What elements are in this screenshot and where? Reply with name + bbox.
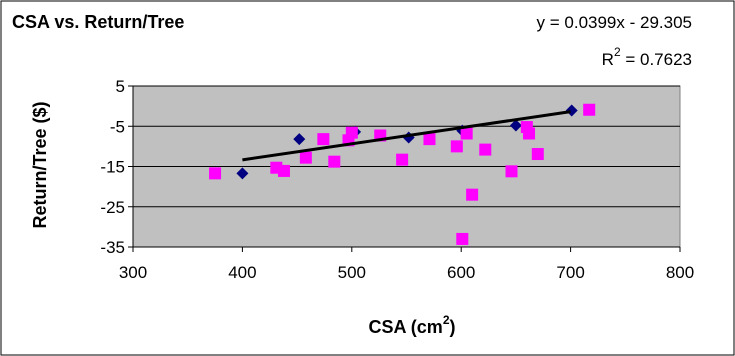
square-marker [479, 143, 492, 156]
x-axis-label-main: CSA (cm [368, 317, 442, 337]
data-markers [209, 103, 596, 245]
x-axis-ticks: 300 400 500 600 700 800 [119, 246, 694, 282]
square-marker [531, 148, 544, 161]
square-marker [520, 121, 533, 134]
square-marker [317, 133, 330, 146]
y-tick-label: -35 [100, 238, 125, 257]
diamond-marker [565, 104, 578, 117]
x-tick-label: 300 [119, 263, 147, 282]
x-tick-label: 700 [556, 263, 584, 282]
x-tick-label: 600 [447, 263, 475, 282]
square-marker [505, 165, 518, 178]
diamond-marker [509, 119, 522, 132]
square-marker [456, 232, 469, 245]
square-marker [396, 153, 409, 166]
x-tick-label: 800 [666, 263, 694, 282]
diamond-marker [236, 167, 249, 180]
square-marker [450, 140, 463, 153]
y-tick-label: -15 [100, 158, 125, 177]
trendline-equation: y = 0.0399x - 29.305 [537, 13, 692, 32]
r-squared-value: = 0.7623 [621, 50, 692, 69]
r-squared-superscript: 2 [614, 45, 621, 59]
r-squared-label: R2 = 0.7623 [602, 45, 692, 69]
diamond-marker [293, 133, 306, 146]
trendline [242, 110, 571, 162]
square-marker [299, 151, 312, 164]
square-marker [523, 127, 536, 140]
square-marker [328, 155, 341, 168]
square-marker [345, 126, 358, 139]
square-marker [209, 167, 222, 180]
x-axis-label-end: ) [450, 317, 456, 337]
square-marker [277, 164, 290, 177]
square-marker [460, 127, 473, 140]
x-tick-label: 500 [338, 263, 366, 282]
x-axis-label: CSA (cm2) [368, 313, 455, 337]
square-marker [583, 103, 596, 116]
square-marker [423, 133, 436, 146]
r-squared-prefix: R [602, 50, 614, 69]
y-tick-label: 5 [116, 77, 125, 96]
x-axis-label-superscript: 2 [443, 313, 450, 327]
y-axis-label: Return/Tree ($) [30, 101, 50, 228]
chart-title: CSA vs. Return/Tree [12, 12, 184, 32]
y-tick-label: -25 [100, 198, 125, 217]
x-tick-label: 400 [228, 263, 256, 282]
y-tick-label: -5 [110, 117, 125, 136]
square-marker [466, 188, 479, 201]
y-axis-ticks: 5 -5 -15 -25 -35 [100, 77, 134, 257]
